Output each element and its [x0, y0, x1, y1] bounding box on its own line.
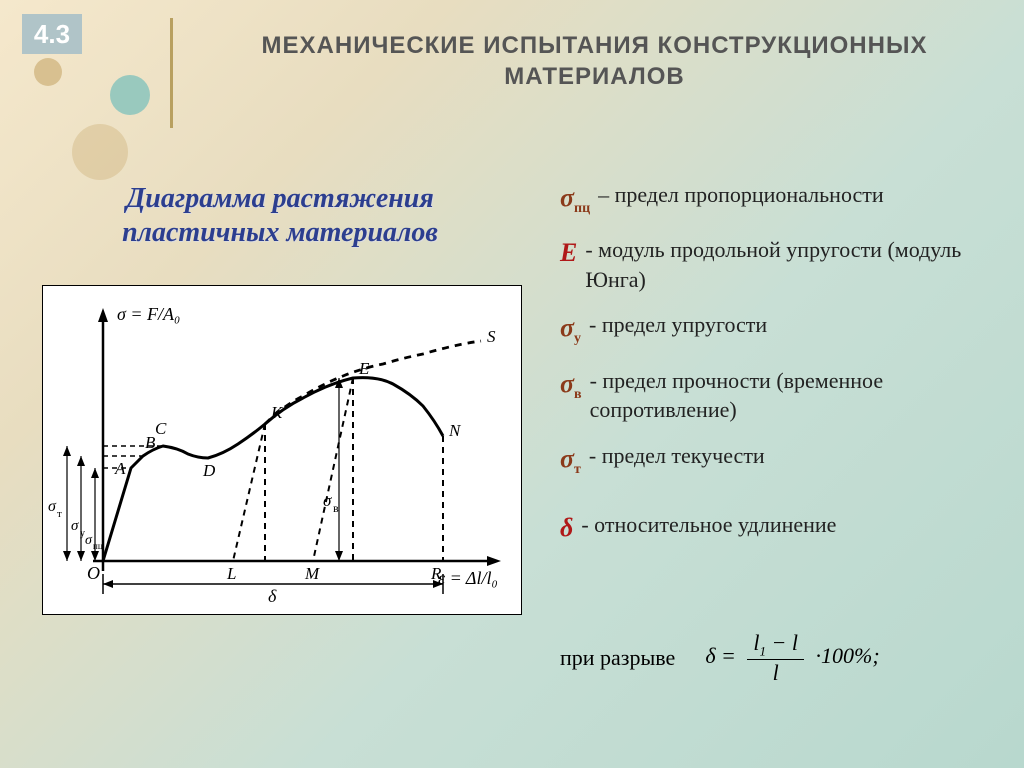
def-row: σт - предел текучести [560, 441, 1000, 480]
sigma-v-sub: в [333, 501, 339, 515]
pt-D: D [202, 461, 216, 480]
sym-delta: δ [560, 510, 573, 545]
origin-label: O [87, 563, 100, 583]
decor-circle [110, 75, 150, 115]
sym-sigma-v: σв [560, 366, 582, 405]
decor-circle [34, 58, 62, 86]
def-row: σв - предел прочности (временное сопроти… [560, 366, 1000, 425]
pt-M: M [304, 564, 320, 583]
sigma-pc-label: σ [85, 533, 93, 548]
title-divider [170, 18, 173, 128]
pt-E: E [358, 359, 370, 378]
section-number: 4.3 [34, 19, 70, 50]
sigma-v-label: σ [323, 491, 332, 510]
svg-text:пц: пц [93, 541, 103, 551]
sigma-t-label: σ [48, 498, 57, 515]
formula-area: при разрыве δ = l1 − l l ·100%; [560, 630, 1000, 686]
section-number-badge: 4.3 [22, 14, 82, 54]
def-row: δ - относительное удлинение [560, 510, 1000, 545]
subtitle: Диаграмма растяжения пластичных материал… [70, 182, 490, 249]
r-label: R [430, 564, 442, 583]
def-row: σпц – предел пропорциональности [560, 180, 1000, 219]
pt-A: A [114, 459, 126, 478]
sym-sigma-pc: σпц [560, 180, 590, 219]
pt-S: S [487, 327, 496, 346]
x-axis-label: ε = Δl/l₀ [438, 568, 498, 588]
delta-span-label: δ [268, 586, 277, 606]
page-title: МЕХАНИЧЕСКИЕ ИСПЫТАНИЯ КОНСТРУКЦИОННЫХ М… [225, 30, 964, 92]
pt-L: L [226, 564, 236, 583]
formula: δ = l1 − l l ·100%; [705, 630, 879, 686]
sym-sigma-y: σу [560, 310, 581, 349]
pt-C: C [155, 419, 167, 438]
formula-prefix: при разрыве [560, 645, 675, 671]
svg-text:т: т [57, 508, 62, 520]
sym-sigma-t: σт [560, 441, 581, 480]
decor-circle [72, 124, 128, 180]
definitions-list: σпц – предел пропорциональности E - моду… [560, 180, 1000, 561]
def-row: σу - предел упругости [560, 310, 1000, 349]
pt-K: K [270, 403, 284, 422]
pt-N: N [448, 421, 462, 440]
dashed-curve [265, 341, 481, 424]
stress-strain-diagram: σ = F/A₀ ε = Δl/l₀ O σ в σ т σ у σ пц δ … [42, 285, 522, 615]
def-row: E - модуль продольной упругости (модуль … [560, 235, 1000, 294]
y-axis-label: σ = F/A₀ [117, 304, 180, 324]
sigma-y-label: σ [71, 518, 79, 534]
sym-E: E [560, 235, 577, 270]
